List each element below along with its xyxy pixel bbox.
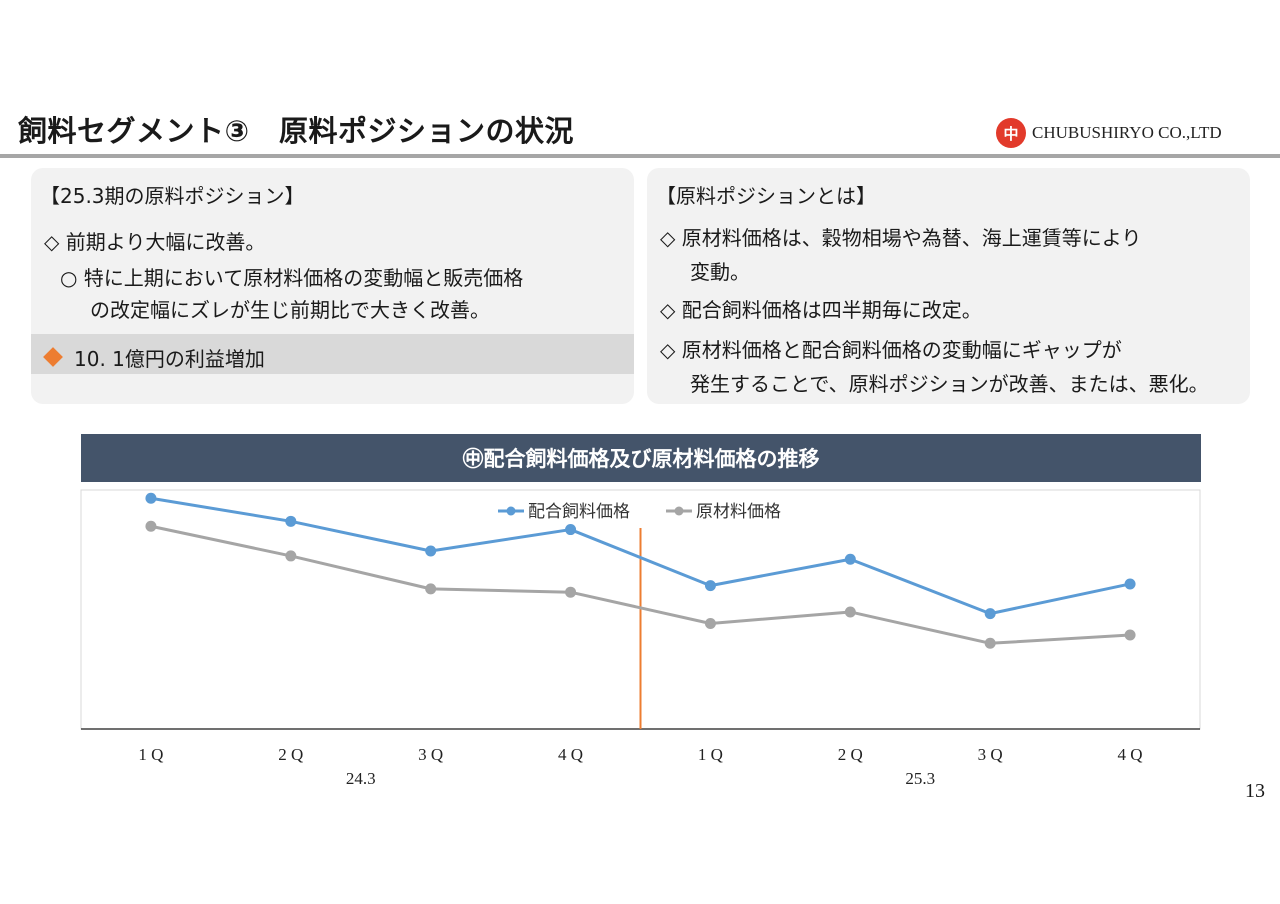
- series-2-point: [1124, 629, 1136, 641]
- series-1-point: [565, 524, 577, 536]
- legend-marker-1: [506, 506, 516, 516]
- profit-increase: 10. 1億円の利益増加: [74, 347, 265, 371]
- series-2-point: [984, 637, 996, 649]
- highlight-text: 10. 1億円の利益増加: [40, 343, 265, 372]
- x-tick-label: 4 Q: [558, 745, 583, 764]
- series-1-point: [1124, 578, 1136, 590]
- series-2-point: [704, 618, 716, 630]
- company-logo: 中 CHUBUSHIRYO CO.,LTD: [996, 118, 1222, 148]
- left-panel-line: ◇ 前期より大幅に改善。: [44, 230, 266, 254]
- x-tick-label: 3 Q: [978, 745, 1003, 764]
- price-trend-chart: 配合飼料価格 原材料価格 1 Q 2 Q 3 Q 4 Q 1 Q 2 Q 3 Q 4 Q 24.3 2…: [80, 489, 1201, 788]
- x-tick-label: 4 Q: [1118, 745, 1143, 764]
- series-2-point: [844, 606, 856, 618]
- right-panel-line: 変動。: [690, 260, 750, 284]
- left-panel-line: の改定幅にズレが生じ前期比で大きく改善。: [90, 298, 490, 322]
- left-panel-heading: 【25.3期の原料ポジション】: [40, 184, 305, 208]
- series-1-point: [425, 545, 437, 557]
- highlight-bar: [31, 334, 634, 374]
- right-panel-line: ◇ 原材料価格は、穀物相場や為替、海上運賃等により: [660, 226, 1142, 250]
- series-2-point: [145, 520, 157, 532]
- x-tick-label: 1 Q: [698, 745, 723, 764]
- series-1-point: [844, 553, 856, 565]
- series-1-point: [984, 608, 996, 620]
- x-tick-label: 2 Q: [278, 745, 303, 764]
- series-2-point: [565, 586, 577, 598]
- page-number: 13: [1245, 780, 1265, 802]
- right-panel-line: ◇ 原材料価格と配合飼料価格の変動幅にギャップが: [660, 338, 1122, 362]
- series-line-2: [150, 524, 1131, 645]
- x-tick-label: 3 Q: [418, 745, 443, 764]
- fiscal-year-label: 25.3: [905, 769, 935, 788]
- x-tick-label: 2 Q: [838, 745, 863, 764]
- company-name: CHUBUSHIRYO CO.,LTD: [1032, 123, 1222, 142]
- series-line-1: [150, 496, 1131, 616]
- series-1-point: [285, 515, 297, 527]
- series-2-point: [285, 550, 297, 562]
- series-2-point: [425, 583, 437, 595]
- right-panel-line: ◇ 配合飼料価格は四半期毎に改定。: [660, 298, 982, 322]
- left-panel-line: ○ 特に上期において原材料価格の変動幅と販売価格: [60, 266, 524, 290]
- title-rule: [0, 154, 1280, 158]
- x-tick-label: 1 Q: [138, 745, 163, 764]
- right-panel-line: 発生することで、原料ポジションが改善、または、悪化。: [690, 372, 1209, 396]
- logo-icon: 中: [996, 118, 1026, 148]
- page-title: 飼料セグメント③ 原料ポジションの状況: [18, 114, 575, 148]
- fiscal-year-label: 24.3: [346, 769, 376, 788]
- right-panel: [647, 168, 1250, 404]
- right-panel-heading: 【原料ポジションとは】: [656, 184, 876, 208]
- diamond-icon: [43, 347, 63, 367]
- legend-marker-2: [674, 506, 684, 516]
- series-1-point: [704, 580, 716, 592]
- series-1-point: [145, 492, 157, 504]
- legend-label: 配合飼料価格: [528, 502, 630, 522]
- legend-label: 原材料価格: [696, 502, 781, 522]
- chart-banner: ㊥配合飼料価格及び原材料価格の推移: [81, 434, 1201, 482]
